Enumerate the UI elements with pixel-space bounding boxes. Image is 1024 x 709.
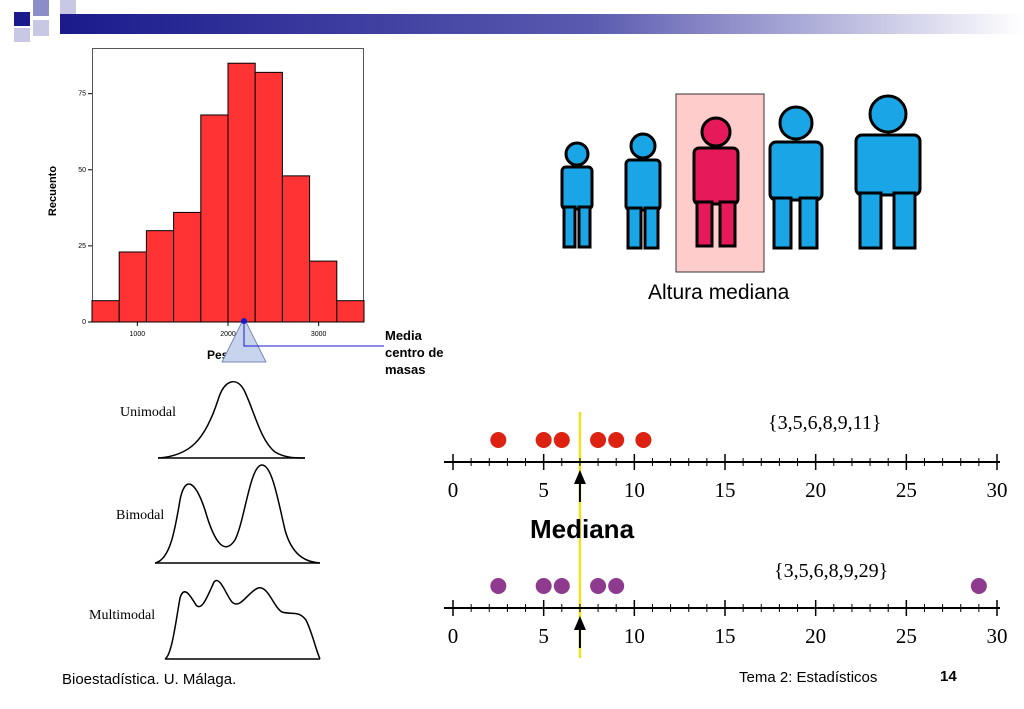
multimodal-curve [164,579,321,660]
data-dot [490,432,507,448]
axis-tick-label: 0 [448,478,459,502]
histogram-ylabel: Recuento [47,165,60,217]
data-dot [608,432,625,448]
modality-curves [154,380,321,660]
media-label-line: centro de [385,345,444,360]
y-tick-label: 0 [82,319,86,326]
set-top-label: {3,5,6,8,9,11} [768,412,882,434]
axis-tick-label: 5 [538,624,549,648]
y-tick-label: 50 [78,167,86,174]
mediana-title: Mediana [530,514,635,544]
axis-tick-label: 30 [987,624,1008,648]
person-icon [560,141,594,249]
axis-tick-label: 0 [448,624,459,648]
footer-topic: Tema 2: Estadísticos [739,669,878,686]
y-tick-label: 25 [78,243,86,250]
histogram-bar [309,260,338,323]
person-icon [768,105,824,250]
altura-mediana-label: Altura mediana [648,281,790,304]
unimodal-curve [157,380,306,459]
histogram-bar [173,211,202,323]
data-dot [590,578,607,594]
axis-tick-label: 10 [624,624,645,648]
histogram-bar [254,71,283,323]
axis-tick-label: 25 [896,478,917,502]
histogram-bar [200,114,229,323]
data-dot [535,578,552,594]
data-dot [553,578,570,594]
x-tick-label: 3000 [311,331,327,338]
footer-institution: Bioestadística. U. Málaga. [62,671,237,688]
header-decoration [14,0,1024,42]
median-arrow-head [573,470,586,484]
axis-tick-label: 15 [715,624,736,648]
media-pointer [221,318,384,363]
multimodal-label: Multimodal [89,608,156,623]
histogram-bar [336,300,365,323]
histogram-bar [118,251,147,323]
data-dot [970,578,987,594]
media-label-line: Media [385,328,422,343]
page-number: 14 [940,668,957,685]
bimodal-curve [154,464,321,564]
person-icon [624,132,662,250]
axis-tick-label: 25 [896,624,917,648]
unimodal-label: Unimodal [120,405,176,420]
axis-tick-label: 30 [987,478,1008,502]
histogram-chart: 0 25 50 75 1000 2000 3000 [78,62,365,338]
data-dot [490,578,507,594]
bimodal-label: Bimodal [116,508,165,523]
axis-tick-label: 15 [715,478,736,502]
histogram-bar [227,62,256,323]
axis-tick-label: 10 [624,478,645,502]
data-dot [590,432,607,448]
y-tick-label: 75 [78,91,86,98]
axis-tick-label: 20 [805,624,826,648]
data-dot [535,432,552,448]
person-icon [854,94,922,250]
histogram-bar [281,175,311,323]
histogram-bar [145,230,175,323]
data-dot [553,432,570,448]
median-arrow-head [573,616,586,630]
axis-tick-label: 20 [805,478,826,502]
median-person-icon [692,116,740,248]
number-lines: 0 5 10 15 20 25 30 0 5 10 15 20 25 30 [444,412,1008,658]
media-label-line: masas [385,362,426,377]
histogram-bar [91,300,120,323]
data-dot [635,432,652,448]
people-illustration [560,93,922,273]
x-tick-label: 1000 [130,331,146,338]
set-bottom-label: {3,5,6,8,9,29} [774,560,889,582]
x-tick-label: 2000 [220,331,236,338]
media-label: Media centro de masas [385,327,475,378]
data-dot [608,578,625,594]
axis-tick-label: 5 [538,478,549,502]
